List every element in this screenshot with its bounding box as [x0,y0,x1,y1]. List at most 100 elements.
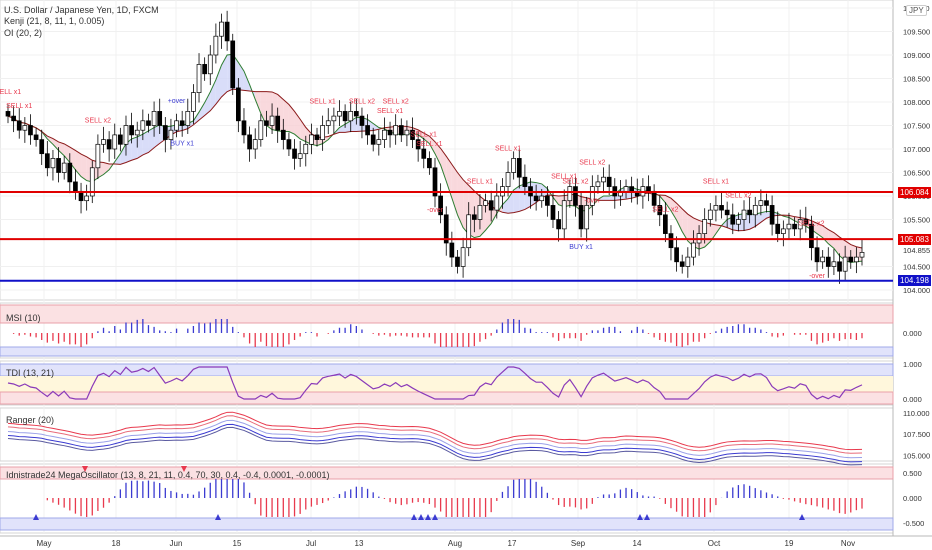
msi-pane-label[interactable]: MSI (10) [6,313,41,323]
mega-buy-marker [215,514,221,520]
mega-buy-marker [637,514,643,520]
x-tick-label: 15 [233,539,242,548]
tdi-lower-band [0,391,894,405]
ranger-line [7,411,863,451]
candle-body [792,223,797,230]
signal-label: SELL x1 [416,141,442,148]
candle-body [342,111,348,122]
ranger-pane-label[interactable]: Ranger (20) [6,415,55,425]
x-tick-label: 14 [633,539,642,548]
signal-label: SELL x1 [703,178,729,185]
candle-body [157,111,163,126]
kenji-cloud-segment [339,124,346,133]
candle-body [685,256,691,267]
kenji-cloud-segment [665,195,671,211]
candle-body [89,167,95,197]
y-tick-label: 109.500 [903,28,930,37]
oi-indicator-label[interactable]: OI (20, 2) [4,28,43,38]
candle-body [809,223,814,249]
candle-body [719,205,724,211]
level-tag-resistance-upper: 106.084 [898,186,931,198]
kenji-cloud-segment [204,91,211,116]
candle-body [280,129,286,140]
mega-sell-marker [181,466,187,472]
candle-body [106,139,112,150]
candle-body [657,205,663,216]
candle-body [578,205,584,230]
level-tag-resistance-lower: 105.083 [898,233,931,245]
candle-body [16,120,22,131]
candle-body [207,54,213,75]
candle-body [769,205,775,225]
candle-body [129,125,134,136]
candle-body [741,209,747,220]
tdi-middle-band [0,376,893,392]
msi-lower-band [0,346,894,357]
candle-body [775,223,781,234]
candle-body [539,195,545,202]
x-tick-label: May [36,539,51,548]
candle-body [573,186,578,206]
candle-body [303,143,309,155]
candle-body [275,115,281,131]
candle-body [264,120,269,126]
candle-body [410,129,415,140]
candle-body [365,125,370,136]
candle-body [39,139,45,155]
candle-body [258,120,264,140]
candle-body [123,125,129,145]
kenji-cloud-segment [215,65,222,105]
candle-body [601,176,606,183]
signal-label: SELL x2 [383,99,409,106]
currency-badge[interactable]: JPY [906,5,927,16]
kenji-cloud-segment [255,91,261,114]
megaoscillator-pane-label[interactable]: Idnistrade24 MegaOscillator (13, 8, 21, … [6,470,330,480]
signal-label: BUY x1 [170,141,194,148]
candle-body [668,233,674,249]
candle-body [28,125,33,136]
signal-label: SELL x2 [652,207,678,214]
kenji-cloud-segment [187,120,194,129]
kenji-cloud-segment [749,214,756,230]
candle-body [118,134,123,145]
kenji-cloud-segment [125,138,132,163]
signal-label: SELL x2 [562,178,588,185]
kenji-indicator-label[interactable]: Kenji (21, 8, 11, 1, 0.005) [4,16,105,26]
y-tick-label: 106.500 [903,169,930,178]
candle-body [831,261,837,267]
tdi-pane-label[interactable]: TDI (13, 21) [6,368,55,378]
candle-body [101,139,106,145]
candle-body [550,205,556,220]
y-tick-label: 109.000 [903,51,930,60]
y-tick-label: 104.500 [903,263,930,272]
kenji-slow-line [7,88,863,249]
candle-body [179,120,185,126]
mega-buy-marker [418,514,424,520]
y-tick-label: 108.000 [903,98,930,107]
candle-body [764,200,769,206]
signal-label: -over [809,273,826,280]
kenji-cloud-segment [710,223,716,242]
candle-body [646,186,651,192]
candle-body [460,247,466,267]
kenji-cloud-segment [603,196,610,201]
mega-tick-label: 0.500 [903,469,922,478]
kenji-fast-line [7,53,863,263]
candle-body [112,134,118,150]
candle-body [556,219,561,230]
candle-body [522,176,528,187]
candle-body [455,256,460,267]
y-tick-label: 104.000 [903,286,930,295]
x-tick-label: Oct [708,539,721,548]
kenji-cloud-segment [199,102,205,121]
candle-body [494,195,500,211]
candle-body [134,129,140,136]
kenji-cloud-segment [508,189,514,214]
candle-body [292,148,297,159]
kenji-cloud-segment [294,111,301,139]
candle-body [466,214,472,249]
candle-body [202,64,207,75]
candle-body [348,111,354,122]
candle-body [758,200,764,206]
x-tick-label: 17 [508,539,517,548]
